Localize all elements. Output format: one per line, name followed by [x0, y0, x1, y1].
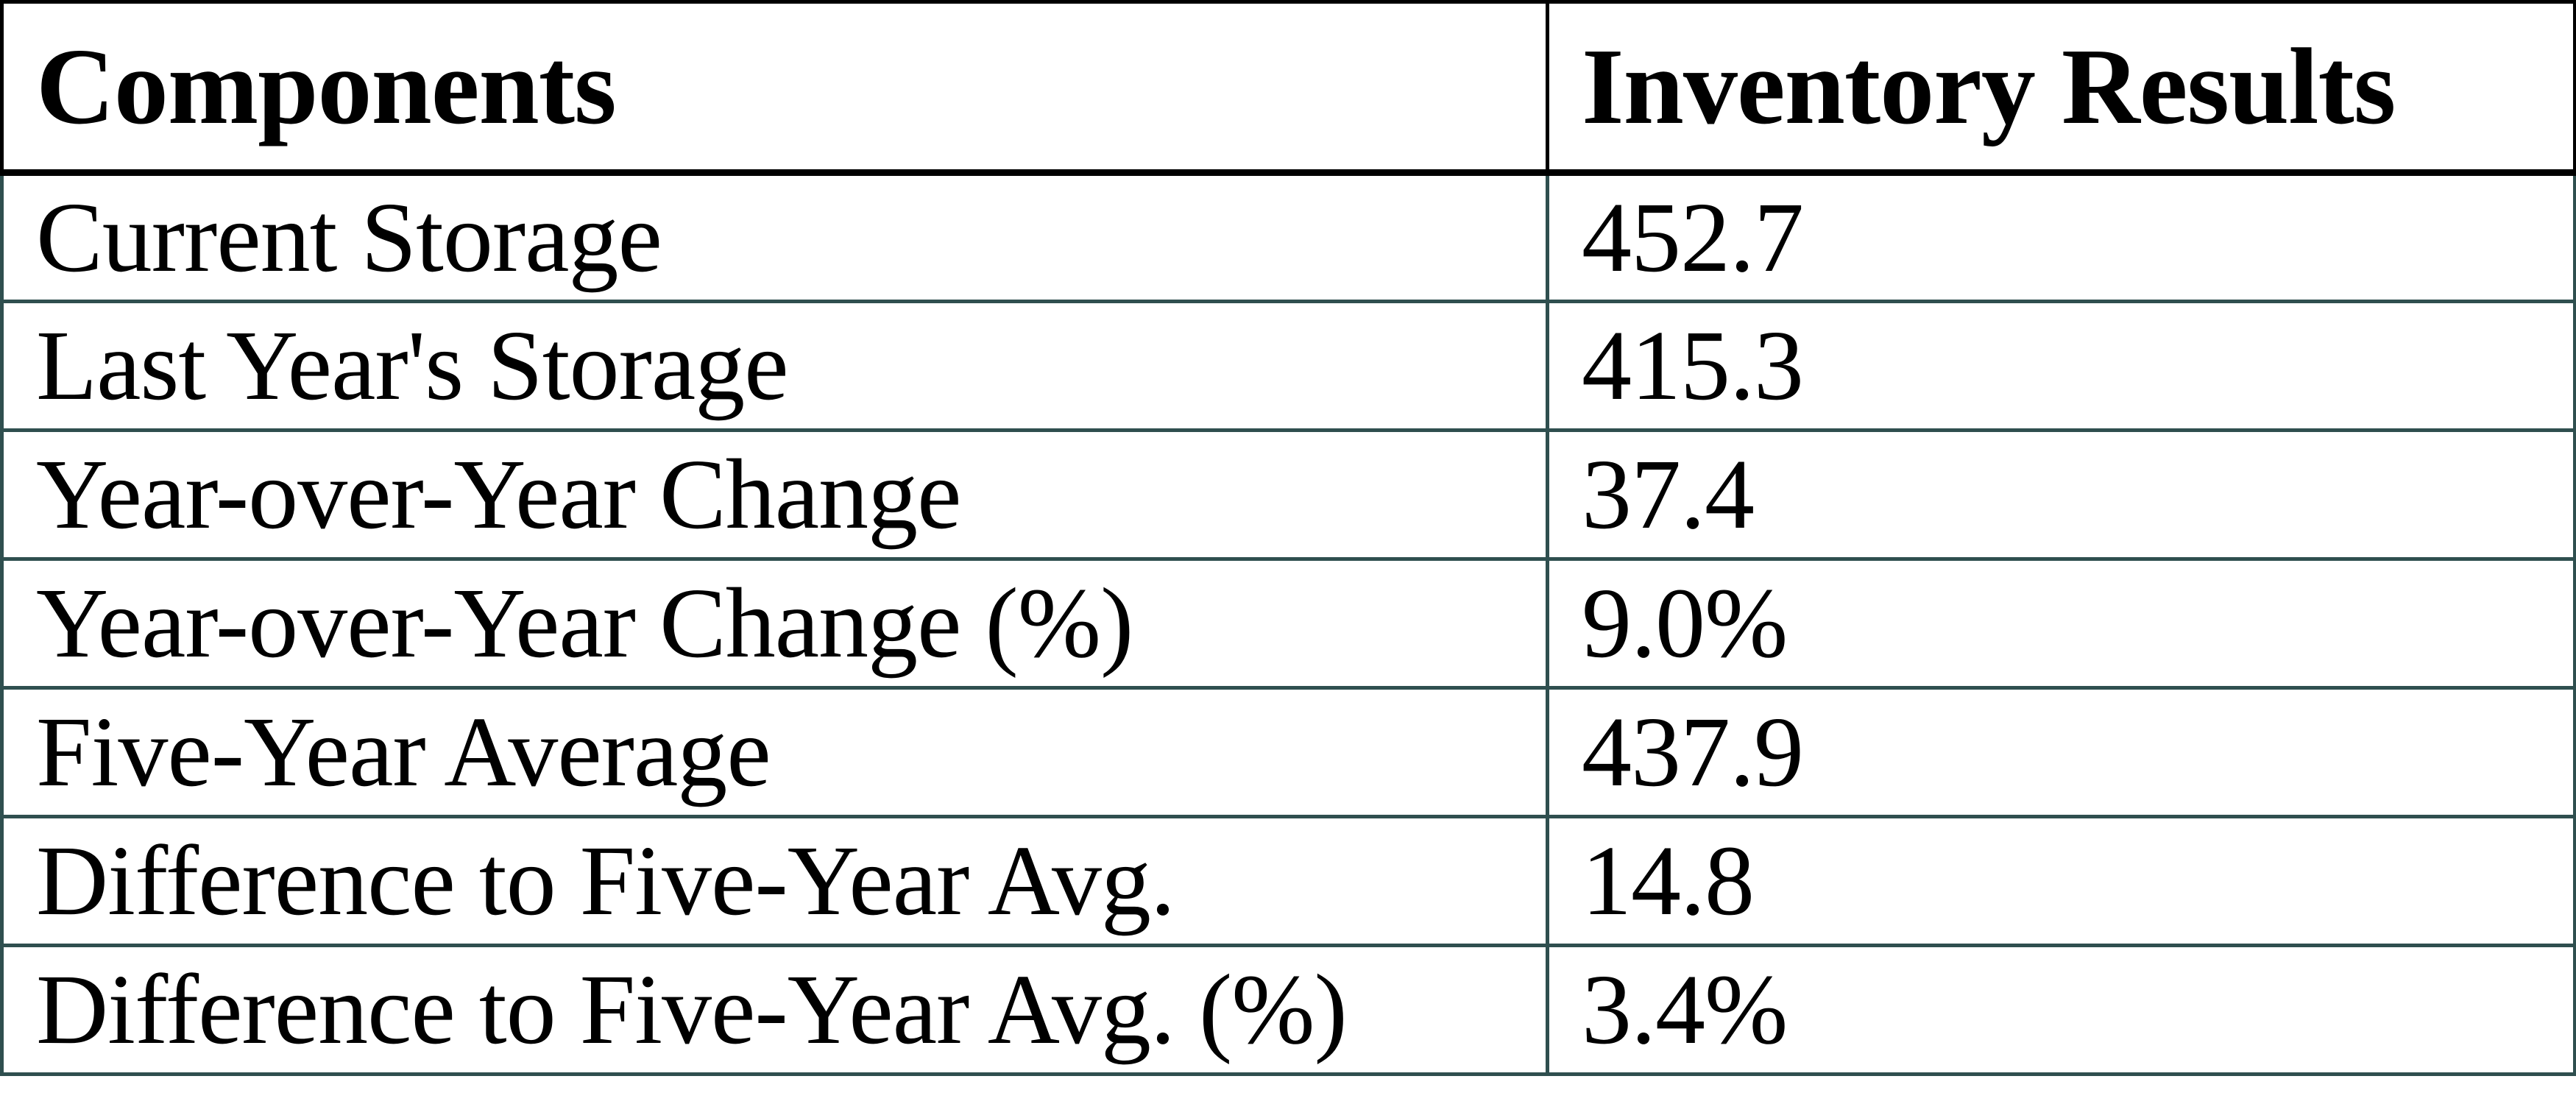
result-cell: 452.7: [1546, 171, 2576, 303]
result-cell: 3.4%: [1546, 944, 2576, 1076]
inventory-results-column-header: Inventory Results: [1546, 0, 2576, 176]
table-header: Components Inventory Results: [0, 0, 2576, 176]
table-row: Year-over-Year Change (%) 9.0%: [0, 557, 2576, 690]
component-cell: Last Year's Storage: [0, 300, 1549, 432]
table-row: Current Storage 452.7: [0, 171, 2576, 303]
result-cell: 14.8: [1546, 815, 2576, 947]
component-cell: Current Storage: [0, 171, 1549, 303]
component-cell: Difference to Five-Year Avg. (%): [0, 944, 1549, 1076]
header-row: Components Inventory Results: [0, 0, 2576, 176]
table-row: Last Year's Storage 415.3: [0, 300, 2576, 432]
result-cell: 9.0%: [1546, 557, 2576, 690]
inventory-table: Components Inventory Results Current Sto…: [0, 0, 2576, 1076]
component-cell: Five-Year Average: [0, 686, 1549, 818]
table-row: Five-Year Average 437.9: [0, 686, 2576, 818]
result-cell: 437.9: [1546, 686, 2576, 818]
table-row: Year-over-Year Change 37.4: [0, 428, 2576, 561]
components-column-header: Components: [0, 0, 1549, 176]
table-row: Difference to Five-Year Avg. (%) 3.4%: [0, 944, 2576, 1076]
table-body: Current Storage 452.7 Last Year's Storag…: [0, 171, 2576, 1076]
component-cell: Year-over-Year Change: [0, 428, 1549, 561]
result-cell: 37.4: [1546, 428, 2576, 561]
component-cell: Difference to Five-Year Avg.: [0, 815, 1549, 947]
result-cell: 415.3: [1546, 300, 2576, 432]
table-row: Difference to Five-Year Avg. 14.8: [0, 815, 2576, 947]
component-cell: Year-over-Year Change (%): [0, 557, 1549, 690]
